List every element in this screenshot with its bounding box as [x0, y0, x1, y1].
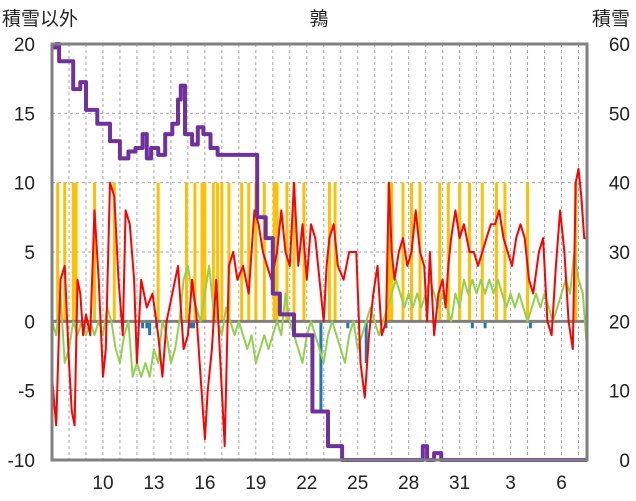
snow-depth-line	[52, 42, 587, 462]
sunshine-bar	[56, 182, 60, 322]
sunshine-bar	[401, 182, 405, 322]
sunshine-bar	[387, 182, 391, 322]
sunshine-bar	[574, 182, 578, 322]
plot-frame	[50, 42, 589, 462]
y-right-tick-label: 20	[609, 312, 630, 333]
x-tick-label: 10	[92, 473, 113, 494]
y-right-tick-label: 30	[609, 243, 630, 264]
x-tick-label: 16	[194, 473, 215, 494]
precipitation-bar	[141, 321, 145, 329]
x-tick-label: 6	[556, 473, 567, 494]
sunshine-bar	[503, 182, 507, 322]
precipitation-bar	[364, 321, 368, 363]
sunshine-bar	[262, 182, 266, 322]
sunshine-bar	[446, 182, 450, 322]
sunshine-bar	[203, 182, 207, 322]
sunshine-bar	[216, 182, 220, 322]
sunshine-bar	[74, 182, 78, 322]
sunshine-bar	[526, 182, 530, 322]
sunshine-bar	[156, 182, 160, 322]
sunshine-bar	[227, 182, 231, 322]
y-left-tick-label: -10	[8, 451, 35, 472]
sunshine-bar	[494, 182, 498, 322]
sunshine-bar	[333, 182, 337, 322]
sunshine-bar	[193, 182, 197, 322]
y-left-tick-label: 5	[24, 243, 35, 264]
series-lines	[51, 42, 588, 462]
x-tick-label: 31	[449, 473, 470, 494]
x-tick-label: 25	[347, 473, 368, 494]
precipitation-bar	[189, 321, 193, 329]
precipitation-bar	[192, 321, 196, 329]
y-left-tick-label: 0	[24, 312, 35, 333]
precipitation-bar	[384, 321, 388, 329]
sunshine-bar	[247, 182, 251, 322]
sunshine-bar	[211, 182, 215, 322]
sunshine-bar	[254, 182, 258, 322]
sunshine-bar	[63, 182, 67, 322]
precipitation-bar	[145, 321, 149, 329]
sunshine-bar	[71, 182, 75, 322]
y-left-axis-label: 積雪以外	[2, 8, 78, 30]
y-right-tick-label: 50	[609, 104, 630, 125]
x-tick-label: 22	[296, 473, 317, 494]
y-left-tick-label: 20	[14, 35, 35, 56]
sunshine-bar	[220, 182, 224, 322]
sunshine-bar	[292, 182, 296, 322]
sunshine-bar	[92, 182, 96, 322]
x-tick-label: 19	[245, 473, 266, 494]
precipitation-bar	[319, 321, 323, 412]
y-right-tick-label: 0	[619, 451, 630, 472]
max-temp-line	[51, 167, 587, 448]
sunshine-bar	[184, 182, 188, 322]
sunshine-bar	[458, 182, 462, 322]
y-left-tick-label: 15	[14, 104, 35, 125]
min-temp-line	[51, 251, 588, 378]
precipitation-bar	[148, 321, 152, 336]
x-tick-label: 28	[398, 473, 419, 494]
sunshine-bar	[112, 182, 116, 322]
sunshine-bar	[200, 182, 204, 322]
sunshine-bar	[240, 182, 244, 322]
y-right-tick-label: 10	[609, 382, 630, 403]
y-right-axis-label: 積雪	[592, 8, 630, 30]
sunshine-bar	[327, 182, 331, 322]
y-right-tick-label: 40	[609, 174, 630, 195]
precipitation-bar	[346, 321, 350, 329]
sunshine-bar	[285, 182, 289, 322]
y-right-tick-label: 60	[609, 35, 630, 56]
x-tick-label: 13	[143, 473, 164, 494]
precipitation-bar	[470, 321, 474, 329]
precipitation-bar	[483, 321, 487, 329]
y-left-tick-label: 10	[14, 174, 35, 195]
x-tick-label: 3	[505, 473, 516, 494]
y-left-tick-label: -5	[18, 382, 35, 403]
chart-title: 鶉	[309, 8, 328, 30]
precipitation-bar	[528, 321, 532, 329]
sunshine-bar	[438, 182, 442, 322]
